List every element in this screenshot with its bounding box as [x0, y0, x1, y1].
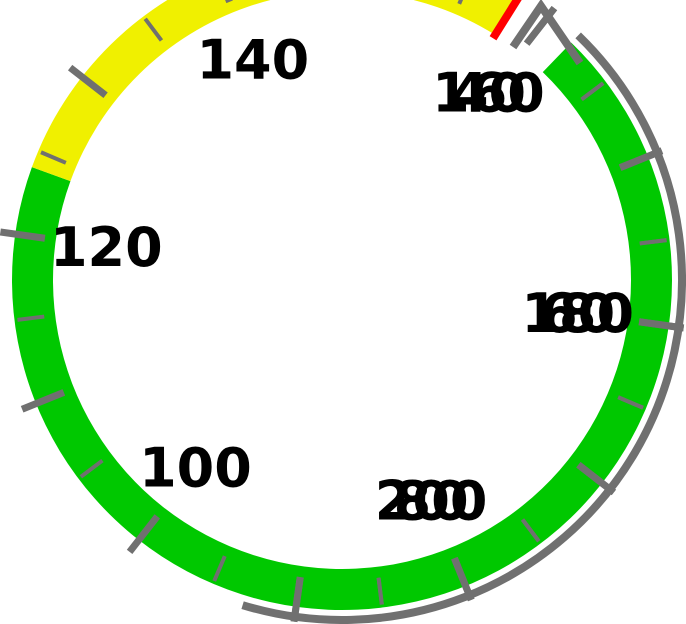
minor-tick-105 — [79, 458, 104, 479]
minor-tick-165 — [580, 81, 605, 102]
minor-tick-185 — [617, 395, 644, 410]
gauge-label-120: 120 — [50, 216, 163, 279]
minor-tick-195 — [520, 518, 541, 543]
minor-tick-95 — [212, 555, 227, 582]
major-tick-130 — [67, 64, 108, 99]
gauge-labels: 40 60 80 100 120 140 160 180 200 — [50, 28, 634, 532]
minor-tick-205 — [376, 577, 384, 605]
major-tick-100 — [126, 514, 161, 555]
gauge-label-40: 40 — [451, 61, 526, 124]
gauge-band-0 — [11, 42, 672, 611]
gauge-band-1 — [31, 0, 517, 182]
minor-tick-135 — [143, 17, 164, 42]
minor-tick-115 — [17, 314, 45, 322]
gauge-redline-marker — [489, 0, 522, 41]
gauge-frame-corner — [509, 0, 584, 66]
minor-tick-175 — [639, 238, 667, 246]
major-tick-110 — [20, 389, 66, 413]
minor-tick-125 — [40, 150, 67, 165]
redline-marker-line — [489, 0, 522, 41]
gauge-bands — [11, 0, 672, 611]
gauge-label-180: 180 — [521, 282, 634, 345]
gauge-label-60: 60 — [540, 282, 615, 345]
gauge-label-80: 80 — [394, 470, 469, 533]
gauge-label-140: 140 — [196, 28, 309, 91]
gauge-label-160: 160 — [432, 61, 545, 124]
gauge-frame-arc — [241, 32, 686, 624]
major-tick-120 — [0, 228, 46, 242]
gauge-label-200: 200 — [375, 470, 488, 533]
gauge-label-100: 100 — [139, 437, 252, 500]
